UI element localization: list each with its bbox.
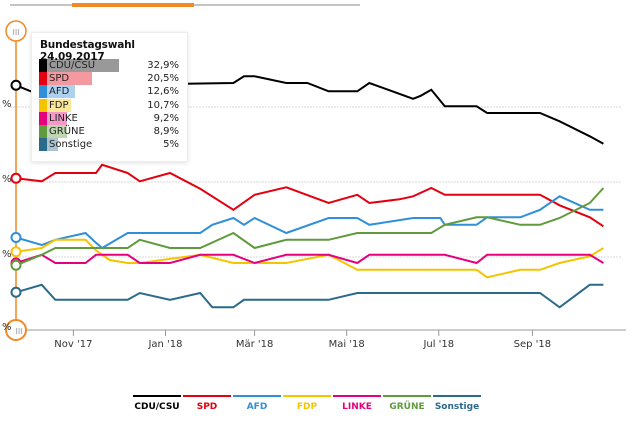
party-value: 20,5% (147, 73, 179, 85)
series-line-fdp (15, 238, 604, 279)
legend-label: SPD (196, 402, 218, 412)
y-tick-label: % (2, 174, 12, 185)
x-tick-label: Nov '17 (54, 339, 93, 350)
legend-label: LINKE (342, 402, 372, 412)
legend-label: FDP (296, 402, 318, 412)
series-start-marker (10, 79, 22, 91)
party-share-bar (47, 59, 120, 72)
party-name: GRÜNE (49, 126, 85, 137)
legend-line (383, 395, 431, 397)
party-color-swatch (39, 111, 47, 125)
legend-item[interactable]: Sonstige (433, 395, 481, 415)
party-color-swatch (39, 98, 47, 112)
party-share-bar (47, 138, 58, 152)
legend-label: AFD (246, 402, 268, 412)
party-name: LINKE (49, 112, 78, 124)
slider-handle-bottom-grip-icon: III (15, 327, 22, 336)
series-line-sonstige (15, 283, 604, 309)
legend-label: CDU/CSU (134, 402, 180, 412)
legend-line (183, 395, 231, 397)
series-start-marker (10, 259, 22, 271)
y-tick-label: % (2, 249, 12, 260)
party-value: 12,6% (147, 86, 179, 98)
legend-line (233, 395, 281, 397)
party-name: SPD (49, 73, 70, 85)
tooltip-row: SPD 20,5% (39, 72, 179, 86)
legend-item[interactable]: AFD (233, 395, 281, 415)
tooltip-row: GRÜNE 8,9% (39, 125, 179, 138)
series-line-spd (15, 163, 604, 228)
legend-label: GRÜNE (389, 402, 425, 412)
party-share-bar (47, 85, 75, 99)
party-value: 8,9% (153, 126, 179, 137)
x-tick-label: Mär '18 (235, 339, 274, 350)
series-line-linke (15, 253, 604, 265)
party-value: 5% (163, 139, 179, 151)
party-share-bar (47, 125, 67, 138)
tooltip-row: FDP 10,7% (39, 98, 179, 112)
legend-item[interactable]: LINKE (333, 395, 381, 415)
series-line-grne (15, 187, 605, 267)
tooltip: Bundestagswahl 24.09.2017 CDU/CSU 32,9% SP… (31, 32, 188, 162)
series-start-marker (10, 286, 22, 298)
legend-item[interactable]: GRÜNE (383, 395, 431, 415)
legend-line (433, 395, 481, 397)
time-scrollbar-thumb[interactable] (72, 3, 194, 7)
party-name: Sonstige (49, 139, 93, 151)
x-tick-label: Jul '18 (423, 339, 455, 350)
party-share-bar (47, 98, 71, 112)
tooltip-title: Bundestagswahl 24.09.2017 (40, 39, 135, 63)
slider-handle-top (5, 20, 27, 42)
y-tick-label: % (2, 322, 12, 333)
series-start-marker (10, 246, 22, 258)
party-name: FDP (49, 99, 69, 111)
series-line-afd (15, 195, 604, 250)
party-color-swatch (39, 59, 47, 72)
legend-item[interactable]: CDU/CSU (133, 395, 181, 415)
legend-line (283, 395, 331, 397)
legend-line (333, 395, 381, 397)
series-start-marker (10, 172, 22, 184)
tooltip-row: AFD 12,6% (39, 85, 179, 99)
party-share-bar (47, 111, 68, 125)
legend-line (133, 395, 181, 397)
series-start-marker (10, 232, 22, 243)
tooltip-row: LINKE 9,2% (39, 111, 179, 125)
y-tick-label: % (2, 99, 12, 110)
party-color-swatch (39, 138, 47, 152)
party-value: 32,9% (147, 60, 179, 71)
legend-item[interactable]: SPD (183, 395, 231, 415)
tooltip-row: CDU/CSU 32,9% (39, 59, 179, 72)
legend-label: Sonstige (434, 402, 480, 412)
party-color-swatch (39, 72, 47, 86)
legend-item[interactable]: FDP (283, 395, 331, 415)
x-tick-label: Mai '18 (328, 339, 365, 350)
party-value: 9,2% (153, 112, 179, 124)
tooltip-row: Sonstige 5% (39, 138, 179, 152)
party-color-swatch (39, 125, 47, 138)
party-share-bar (47, 72, 93, 86)
party-name: CDU/CSU (49, 60, 96, 71)
party-value: 10,7% (147, 99, 179, 111)
party-name: AFD (49, 86, 70, 98)
slider-handle-bottom (5, 319, 27, 341)
slider-handle-top-grip-icon: III (12, 28, 19, 37)
party-color-swatch (39, 85, 47, 99)
x-tick-label: Jan '18 (148, 339, 183, 350)
x-tick-label: Sep '18 (513, 339, 552, 350)
